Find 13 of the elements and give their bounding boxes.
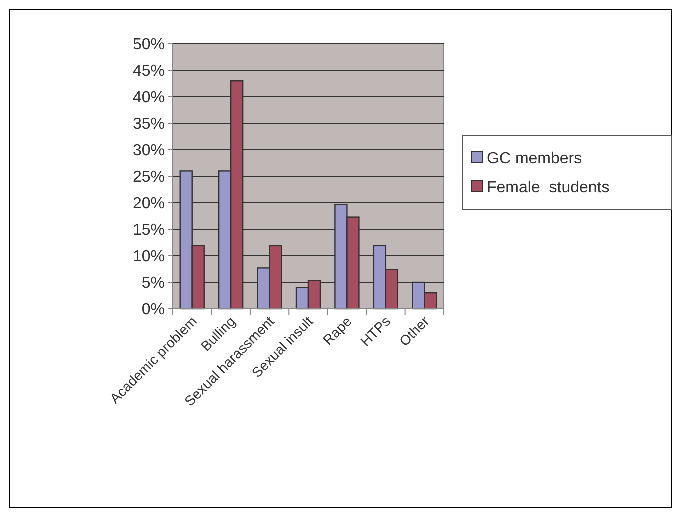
legend-label: GC members	[487, 150, 582, 168]
y-tick-label: 45%	[132, 63, 165, 80]
legend-label: Female students	[487, 180, 610, 197]
y-tick-label: 35%	[132, 116, 165, 134]
y-tick-label: 5%	[142, 275, 165, 292]
y-tick-label: 15%	[132, 222, 165, 240]
y-tick-label: 0%	[142, 302, 165, 319]
y-tick-label: 25%	[132, 169, 165, 186]
y-tick-label: 40%	[132, 90, 165, 107]
y-tick-label: 50%	[132, 36, 165, 54]
y-tick-label: 30%	[132, 142, 165, 160]
y-tick-label: 20%	[132, 196, 165, 213]
y-tick-label: 10%	[132, 248, 165, 266]
